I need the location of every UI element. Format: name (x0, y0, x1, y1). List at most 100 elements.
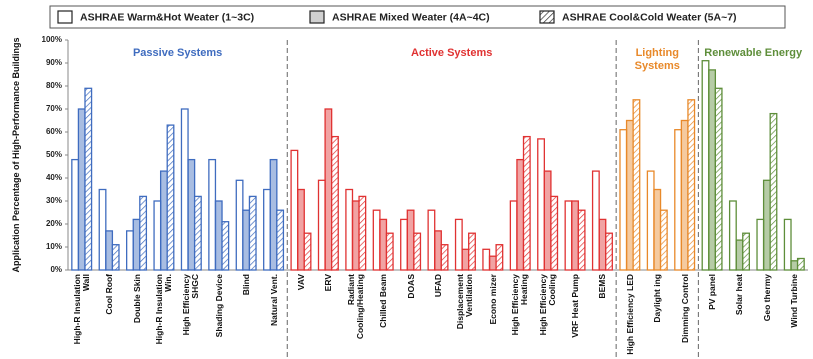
y-tick-label: 10% (46, 242, 62, 251)
bar (193, 195, 202, 271)
bar (242, 209, 251, 271)
y-tick-label: 70% (46, 104, 62, 113)
y-tick-label: 30% (46, 196, 62, 205)
bar (550, 195, 559, 271)
bar (605, 232, 613, 271)
bar (591, 170, 600, 271)
x-tick-label: Geo thermy (761, 274, 772, 322)
bar (111, 244, 120, 271)
x-tick-label: High Efficiency SHGC (181, 274, 201, 336)
bar (434, 230, 442, 271)
bar (351, 200, 360, 271)
bar (132, 218, 141, 271)
bar (263, 188, 271, 271)
bar (297, 188, 305, 271)
bar (413, 232, 422, 271)
y-tick-label: 80% (46, 81, 62, 90)
bar (406, 209, 415, 271)
legend-label: ASHRAE Cool&Cold Weater (5A~7) (562, 11, 737, 23)
bar (235, 179, 244, 271)
bar (427, 209, 436, 271)
bar (159, 170, 168, 271)
bar (783, 218, 792, 271)
bar (742, 232, 750, 271)
group-title: Renewable Energy (704, 47, 803, 59)
bar (139, 195, 148, 271)
bar (625, 119, 634, 271)
x-tick-label: High Efficiency LED (624, 274, 635, 355)
bar (701, 60, 710, 271)
x-tick-label: BEMS (596, 274, 607, 299)
bar (324, 108, 333, 271)
bar (516, 158, 525, 271)
bar (646, 170, 655, 271)
x-tick-label: Natural Vent. (268, 274, 279, 326)
bar (248, 195, 257, 271)
x-tick-label: Radiant Cooling/Heating (345, 274, 365, 340)
x-tick-label: Cool Roof (103, 274, 114, 315)
x-tick-label: UFAD (432, 274, 443, 298)
x-tick-label: Shading Device (213, 274, 224, 338)
bar (796, 257, 805, 271)
bar (482, 248, 491, 271)
y-tick-label: 40% (46, 173, 62, 182)
bar (537, 138, 545, 271)
bar (385, 232, 394, 271)
bar (126, 230, 134, 271)
x-tick-label: Blind (240, 274, 251, 296)
bar (303, 232, 312, 271)
bar (488, 255, 497, 271)
bar (564, 200, 573, 271)
bar (400, 218, 408, 271)
x-tick-label: ERV (322, 274, 333, 292)
x-tick-label: Displacement Ventilation (455, 274, 475, 330)
bar (290, 149, 299, 271)
bar (440, 244, 449, 271)
bar (153, 200, 162, 271)
bar (221, 221, 230, 271)
bar (317, 179, 326, 271)
bar (166, 124, 175, 271)
legend-swatch (57, 10, 73, 24)
bar (728, 200, 737, 271)
bar (105, 230, 114, 271)
x-tick-label: Double Skin (131, 274, 142, 324)
bar (674, 129, 683, 271)
y-axis-label: Application Percentage of High-Performan… (10, 37, 21, 273)
bar (358, 195, 367, 271)
x-tick-label: DOAS (405, 274, 416, 299)
bar (543, 170, 552, 271)
bar (659, 209, 668, 271)
bar (345, 188, 354, 271)
bar (98, 188, 107, 271)
x-tick-label: PV panel (706, 274, 717, 310)
y-tick-label: 50% (46, 150, 62, 159)
bar (577, 209, 586, 271)
legend-swatch (309, 10, 325, 24)
group-title: Active Systems (411, 47, 493, 59)
bar (461, 248, 470, 271)
x-tick-label: High Efficiency Cooling (537, 274, 557, 336)
x-tick-label: VRF Heat Pump (569, 274, 580, 338)
bar (214, 200, 223, 271)
x-tick-label: High-R Insulation Win. (153, 274, 173, 345)
bar (571, 200, 579, 271)
bar (468, 232, 476, 271)
bar (269, 158, 278, 271)
legend-swatch (539, 10, 555, 24)
y-tick-label: 60% (46, 127, 62, 136)
bar (735, 239, 744, 271)
bar (509, 200, 518, 271)
bar (708, 69, 717, 271)
x-tick-label: Daylight ing (651, 274, 662, 323)
bar (379, 218, 388, 271)
bar (598, 218, 607, 271)
bar (632, 99, 641, 271)
bar (495, 244, 504, 271)
group-title: Passive Systems (132, 47, 223, 59)
bar (187, 158, 196, 271)
bar (372, 209, 381, 271)
legend-label: ASHRAE Mixed Weater (4A~4C) (332, 11, 490, 23)
